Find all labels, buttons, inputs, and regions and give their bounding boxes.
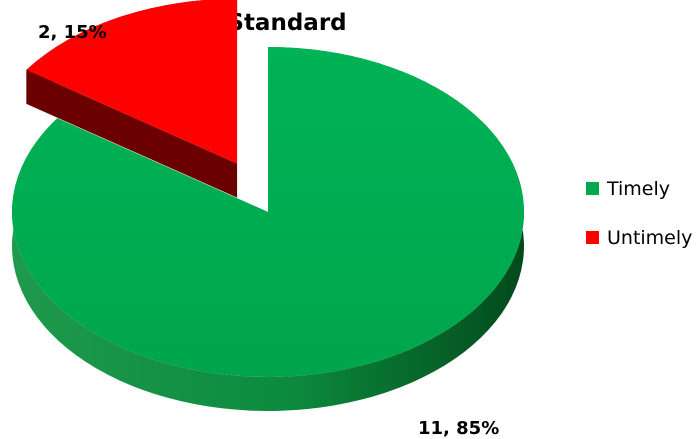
legend: Timely Untimely [586,178,692,249]
pie-cut-start-untimely [26,69,238,198]
legend-label-untimely: Untimely [607,227,692,249]
chart-title: Standard [227,10,346,36]
legend-swatch-timely [586,182,599,195]
legend-label-timely: Timely [606,178,670,200]
data-label-untimely: 2, 15% [38,22,107,43]
pie-slice-timely [11,47,524,377]
data-label-timely: 11, 85% [418,418,499,439]
pie-slice-untimely [26,0,238,164]
pie-group [11,0,524,411]
legend-swatch-untimely [586,231,599,244]
